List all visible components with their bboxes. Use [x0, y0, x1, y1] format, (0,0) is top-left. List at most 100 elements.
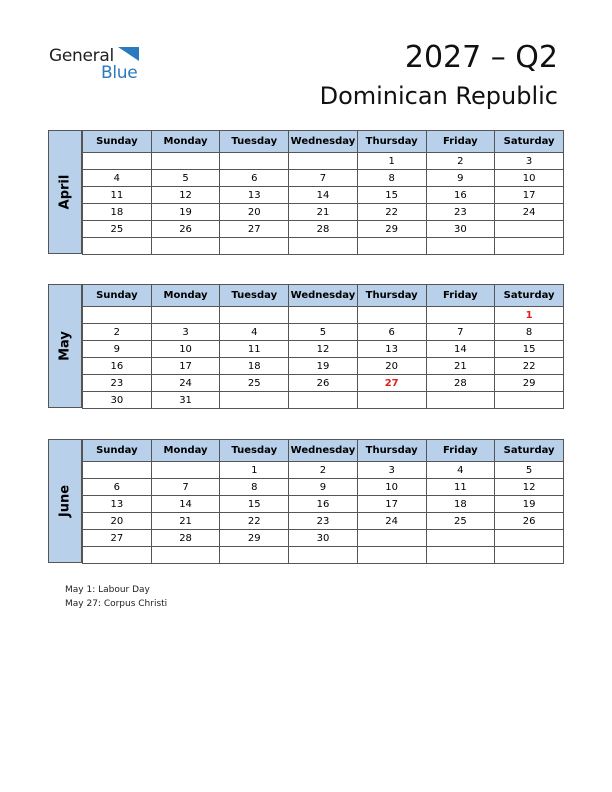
month-name: April	[57, 174, 73, 210]
day-cell: 27	[82, 529, 152, 547]
weekday-header: Sunday	[82, 284, 152, 307]
day-cell: 24	[356, 512, 427, 530]
country-name: Dominican Republic	[319, 82, 558, 110]
day-cell: 19	[494, 495, 564, 513]
day-cell	[356, 391, 427, 409]
day-cell: 13	[82, 495, 152, 513]
day-cell	[494, 546, 564, 564]
month-name: May	[57, 331, 73, 361]
day-cell	[288, 546, 358, 564]
day-cell: 16	[425, 186, 496, 204]
day-cell: 4	[82, 169, 152, 187]
day-cell	[425, 546, 496, 564]
weekday-header: Monday	[150, 284, 221, 307]
day-cell: 30	[425, 220, 496, 238]
day-cell: 23	[425, 203, 496, 221]
day-cell	[494, 529, 564, 547]
weekday-header: Tuesday	[219, 130, 290, 153]
day-cell	[425, 529, 496, 547]
weekday-header: Wednesday	[288, 130, 358, 153]
day-cell	[425, 237, 496, 255]
holiday-notes: May 1: Labour Day May 27: Corpus Christi	[65, 583, 167, 611]
month-block-june: June Sunday Monday Tuesday Wednesday Thursday…	[48, 439, 564, 564]
day-cell: 20	[219, 203, 290, 221]
day-cell: 15	[494, 340, 564, 358]
day-cell: 9	[288, 478, 358, 496]
day-cell	[150, 306, 221, 324]
day-cell: 8	[219, 478, 290, 496]
day-cell: 7	[425, 323, 496, 341]
day-cell: 17	[150, 357, 221, 375]
holiday-note: May 27: Corpus Christi	[65, 599, 168, 609]
day-cell: 24	[494, 203, 564, 221]
weekday-header: Monday	[150, 439, 221, 462]
week-row	[82, 237, 564, 255]
day-cell	[494, 220, 564, 238]
page-title: 2027 – Q2	[404, 40, 558, 75]
day-cell: 6	[219, 169, 290, 187]
day-cell: 16	[288, 495, 358, 513]
day-cell: 28	[150, 529, 221, 547]
day-cell: 9	[82, 340, 152, 358]
weekday-header: Thursday	[356, 439, 427, 462]
weekday-header: Saturday	[494, 130, 564, 153]
day-cell	[82, 461, 152, 479]
generalblue-logo: General Blue	[49, 44, 149, 84]
day-cell: 4	[219, 323, 290, 341]
day-cell: 23	[288, 512, 358, 530]
weekday-header: Saturday	[494, 284, 564, 307]
day-cell: 31	[150, 391, 221, 409]
day-cell: 29	[356, 220, 427, 238]
day-cell: 2	[288, 461, 358, 479]
weekday-header: Friday	[425, 284, 496, 307]
day-cell: 8	[356, 169, 427, 187]
day-cell: 9	[425, 169, 496, 187]
day-cell: 25	[425, 512, 496, 530]
day-cell	[288, 306, 358, 324]
day-cell	[219, 546, 290, 564]
day-cell: 30	[82, 391, 152, 409]
day-cell: 16	[82, 357, 152, 375]
day-cell: 20	[356, 357, 427, 375]
day-cell: 2	[425, 152, 496, 170]
day-cell: 3	[356, 461, 427, 479]
weekday-header: Wednesday	[288, 284, 358, 307]
day-cell: 11	[219, 340, 290, 358]
day-cell: 30	[288, 529, 358, 547]
day-cell: 25	[82, 220, 152, 238]
weekday-header: Friday	[425, 130, 496, 153]
day-cell	[150, 152, 221, 170]
day-cell: 1	[219, 461, 290, 479]
week-row: 25 26 27 28 29 30	[82, 220, 564, 238]
day-cell: 21	[425, 357, 496, 375]
day-cell: 19	[150, 203, 221, 221]
day-cell: 18	[219, 357, 290, 375]
day-cell: 8	[494, 323, 564, 341]
day-cell: 28	[425, 374, 496, 392]
day-cell: 5	[288, 323, 358, 341]
weekday-header: Wednesday	[288, 439, 358, 462]
day-cell	[356, 237, 427, 255]
day-cell: 14	[150, 495, 221, 513]
day-cell	[219, 152, 290, 170]
weekday-header: Sunday	[82, 130, 152, 153]
day-cell	[219, 391, 290, 409]
day-cell: 6	[356, 323, 427, 341]
weekday-header-row: Sunday Monday Tuesday Wednesday Thursday Frid…	[82, 130, 564, 153]
day-cell: 24	[150, 374, 221, 392]
month-label: June	[48, 439, 82, 563]
logo-text-general: General	[49, 46, 114, 66]
day-cell: 12	[494, 478, 564, 496]
day-cell: 26	[288, 374, 358, 392]
weekday-header: Tuesday	[219, 284, 290, 307]
day-cell: 21	[288, 203, 358, 221]
holiday-note: May 1: Labour Day	[65, 585, 150, 595]
day-cell	[150, 237, 221, 255]
week-row: 13 14 15 16 17 18 19	[82, 495, 564, 513]
day-cell: 10	[356, 478, 427, 496]
day-cell: 3	[494, 152, 564, 170]
day-cell: 7	[150, 478, 221, 496]
week-row: 9 10 11 12 13 14 15	[82, 340, 564, 358]
